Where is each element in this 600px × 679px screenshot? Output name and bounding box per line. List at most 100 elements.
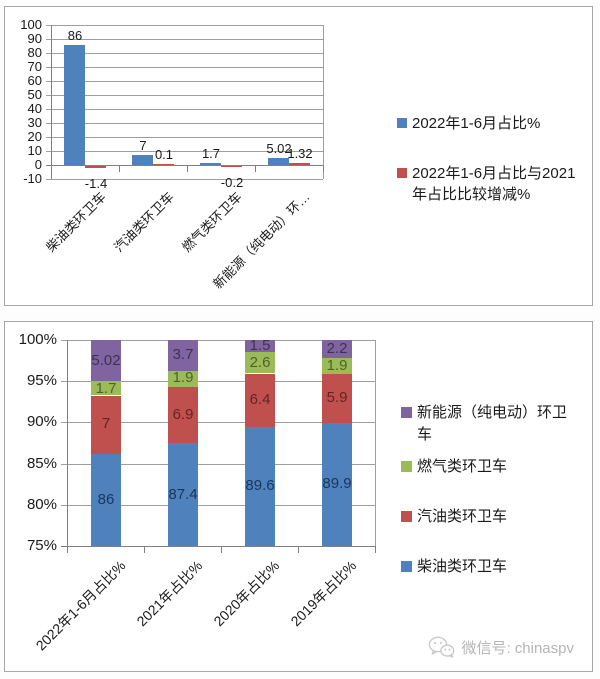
bottom-chart-legend: 新能源（纯电动）环卫车燃气类环卫车 汽油类环卫车 柴油类环卫车	[5, 322, 592, 671]
segment-value-label: 1.7	[95, 380, 117, 397]
bar-series0-cat3	[268, 158, 289, 165]
stack-segment-1-cat1	[168, 386, 198, 443]
legend-label: 2022年1-6月占比与2021年占比比较增减%	[412, 165, 576, 203]
y-axis-tick-label: 75%	[26, 537, 57, 554]
bar-value-label: 7	[139, 138, 147, 153]
y-axis-tick-label: 80	[27, 45, 42, 60]
x-axis-tick	[144, 546, 145, 553]
legend-label: 柴油类环卫车	[417, 558, 508, 575]
bar-value-label: 0.1	[154, 147, 174, 162]
stack-segment-2-cat2	[245, 352, 275, 373]
stack-segment-2-cat0	[91, 381, 121, 395]
gridline	[61, 546, 375, 547]
bar-series1-cat2	[221, 166, 242, 167]
y-axis-tick-label: 80%	[26, 496, 57, 513]
gridline	[61, 422, 375, 423]
y-axis-tick-label: 100	[20, 17, 42, 32]
legend-item: 2022年1-6月占比与2021年占比比较增减%	[397, 163, 587, 205]
x-axis-tick	[51, 165, 52, 172]
segment-value-label: 7	[101, 415, 111, 432]
top-bar-chart: 100 90 80 70 60 50 40 30 20 10 0 -10 86 7 1.7 5.02 -1.4 0…	[5, 7, 592, 305]
segment-value-label: 1.9	[172, 369, 194, 386]
gridline	[61, 505, 375, 506]
segment-value-label: 2.6	[249, 354, 271, 371]
gridline	[46, 179, 323, 180]
bar-series1-cat0	[85, 166, 106, 168]
y-axis-tick-label: 30	[27, 115, 42, 130]
legend-item: 汽油类环卫车	[401, 506, 583, 528]
stack-segment-0-cat1	[168, 443, 198, 546]
stack-segment-2-cat3	[322, 358, 352, 374]
bar-value-label: 1.7	[201, 146, 221, 161]
y-axis-tick-label: 40	[27, 101, 42, 116]
y-axis-tick-label: 50	[27, 87, 42, 102]
stack-segment-1-cat0	[91, 396, 121, 454]
gridline	[46, 137, 323, 138]
gridline	[46, 165, 323, 166]
segment-value-label: 6.4	[249, 391, 271, 408]
x-axis-tick	[323, 165, 324, 172]
segment-value-label: 5.02	[91, 352, 121, 369]
legend-label: 汽油类环卫车	[417, 508, 508, 525]
x-axis-tick	[187, 165, 188, 172]
gridline	[46, 25, 323, 26]
x-axis-tick	[375, 546, 376, 553]
bar-series0-cat0	[64, 45, 85, 165]
legend-swatch	[401, 407, 412, 418]
gridline	[46, 39, 323, 40]
x-axis-tick	[298, 546, 299, 553]
wechat-icon	[429, 636, 455, 658]
bar-value-label: 5.02	[266, 141, 292, 156]
segment-value-label: 2.2	[326, 340, 348, 357]
y-axis-tick-label: 0	[34, 157, 42, 172]
top-chart-legend: 2022年1-6月占比% 2022年1-6月占比与2021年占比比较增减%	[5, 7, 592, 305]
stack-segment-1-cat2	[245, 374, 275, 427]
stack-segment-3-cat3	[322, 340, 352, 358]
y-axis-tick-label: 10	[27, 143, 42, 158]
gridline	[46, 109, 323, 110]
stack-segment-2-cat1	[168, 371, 198, 387]
y-axis-tick-label: 70	[27, 59, 42, 74]
segment-value-label: 5.9	[326, 389, 348, 406]
segment-value-label: 1.5	[249, 337, 271, 354]
segment-value-label: 89.6	[245, 477, 275, 494]
y-axis-tick-label: 60	[27, 73, 42, 88]
gridline	[46, 95, 323, 96]
segment-value-label: 3.7	[172, 346, 194, 363]
legend-swatch	[401, 461, 412, 472]
bar-series0-cat1	[132, 155, 153, 165]
bar-value-label: -0.2	[220, 175, 244, 190]
segment-value-label: 87.4	[168, 486, 198, 503]
bar-series0-cat2	[200, 163, 221, 165]
bottom-stacked-chart: 100% 95% 90% 85% 80% 75% 86 7 1.7 5.02 2022年1-6月占比…	[5, 322, 592, 671]
bar-series1-cat1	[153, 164, 174, 165]
legend-item: 柴油类环卫车	[401, 556, 583, 578]
y-axis-tick-label: 100%	[18, 331, 57, 348]
gridline	[61, 464, 375, 465]
y-axis-tick-label: 85%	[26, 455, 57, 472]
gridline	[46, 151, 323, 152]
y-axis-tick-label: 90	[27, 31, 42, 46]
legend-label: 燃气类环卫车	[417, 458, 508, 475]
x-axis-tick	[119, 165, 120, 172]
stack-segment-0-cat3	[322, 422, 352, 546]
plot-right-border	[375, 340, 376, 546]
gridline	[61, 340, 375, 341]
legend-swatch	[401, 511, 412, 522]
bar-value-label: -1.4	[84, 176, 108, 191]
gridline	[46, 67, 323, 68]
y-axis-tick-label: 20	[27, 129, 42, 144]
x-axis-tick	[221, 546, 222, 553]
y-axis-line	[67, 340, 68, 546]
gridline	[46, 53, 323, 54]
watermark-text: 微信号: chinaspv	[461, 639, 574, 657]
segment-value-label: 1.9	[326, 357, 348, 374]
stack-segment-1-cat3	[322, 374, 352, 423]
segment-value-label: 6.9	[172, 406, 194, 423]
legend-item: 新能源（纯电动）环卫车	[401, 402, 583, 446]
legend-swatch	[397, 118, 407, 128]
legend-item: 2022年1-6月占比%	[397, 113, 587, 134]
stack-segment-3-cat1	[168, 340, 198, 371]
bar-value-label: 86	[67, 28, 83, 43]
